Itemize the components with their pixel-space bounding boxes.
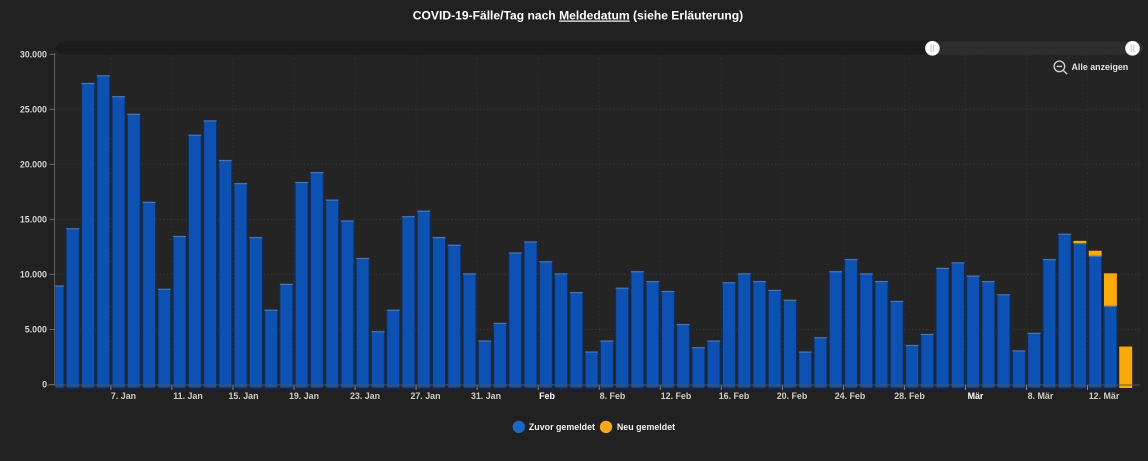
svg-text:16. Feb: 16. Feb — [719, 391, 750, 401]
svg-text:COVID-19-Fälle/Tag nach Melded: COVID-19-Fälle/Tag nach Meldedatum (sieh… — [413, 9, 743, 23]
svg-text:12. Mär: 12. Mär — [1089, 391, 1120, 401]
svg-text:20. Feb: 20. Feb — [777, 391, 808, 401]
svg-text:Zuvor gemeldet: Zuvor gemeldet — [529, 422, 595, 432]
svg-text:20.000: 20.000 — [20, 160, 47, 170]
svg-text:27. Jan: 27. Jan — [410, 391, 440, 401]
svg-text:15. Jan: 15. Jan — [228, 391, 258, 401]
svg-text:31. Jan: 31. Jan — [471, 391, 501, 401]
svg-text:25.000: 25.000 — [20, 105, 47, 115]
svg-text:23. Jan: 23. Jan — [350, 391, 380, 401]
svg-text:11. Jan: 11. Jan — [173, 391, 203, 401]
svg-text:8. Feb: 8. Feb — [600, 391, 626, 401]
svg-text:Neu gemeldet: Neu gemeldet — [617, 422, 675, 432]
svg-text:24. Feb: 24. Feb — [835, 391, 866, 401]
svg-text:15.000: 15.000 — [20, 215, 47, 225]
svg-text:Feb: Feb — [539, 391, 555, 401]
svg-text:0: 0 — [42, 380, 47, 390]
svg-text:10.000: 10.000 — [20, 270, 47, 280]
svg-text:5.000: 5.000 — [25, 325, 47, 335]
svg-text:28. Feb: 28. Feb — [894, 391, 925, 401]
svg-text:19. Jan: 19. Jan — [289, 391, 319, 401]
svg-text:30.000: 30.000 — [20, 50, 47, 60]
svg-text:Alle anzeigen: Alle anzeigen — [1072, 62, 1129, 72]
svg-text:Mär: Mär — [968, 391, 984, 401]
svg-text:8. Mär: 8. Mär — [1028, 391, 1054, 401]
svg-text:12. Feb: 12. Feb — [661, 391, 692, 401]
svg-text:7. Jan: 7. Jan — [111, 391, 136, 401]
